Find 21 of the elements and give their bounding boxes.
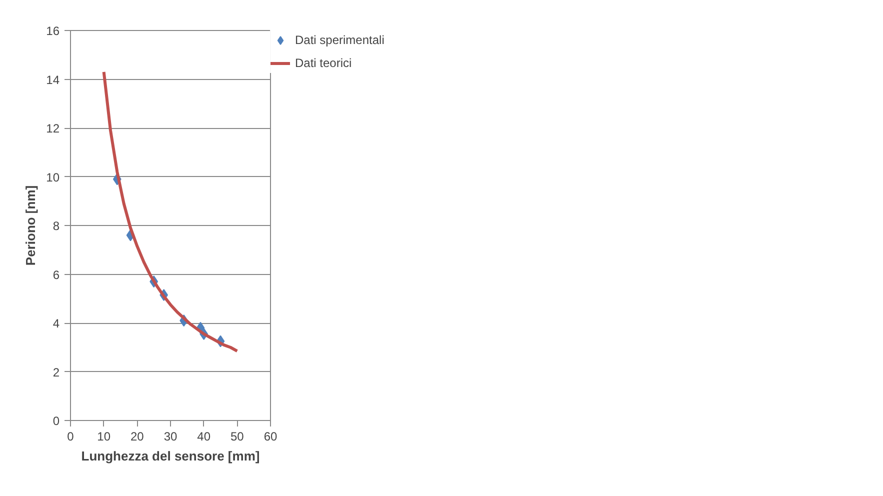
x-tick-label: 0 <box>67 430 74 444</box>
y-tick-label: 12 <box>46 122 60 136</box>
x-tick-label: 10 <box>97 430 111 444</box>
y-tick-label: 10 <box>46 170 60 184</box>
y-axis-title: Periono [nm] <box>23 185 38 266</box>
y-tick-label: 14 <box>46 72 60 87</box>
y-tick-label: 6 <box>52 268 60 282</box>
legend-label: Dati teorici <box>295 56 353 70</box>
x-axis-title: Lunghezza del sensore [mm] <box>81 448 260 464</box>
x-tick-label: 30 <box>164 430 178 444</box>
x-tick-label: 50 <box>230 430 244 444</box>
x-tick-label: 60 <box>264 430 278 444</box>
line-series <box>102 70 239 353</box>
legend-label: Dati sperimentali <box>295 33 386 47</box>
y-tick-label: 4 <box>52 316 60 330</box>
y-tick-label: 2 <box>52 365 60 380</box>
x-tick-label: 20 <box>130 430 144 444</box>
x-tick-label: 40 <box>197 430 211 444</box>
y-tick-label: 8 <box>52 219 60 233</box>
y-tick-label: 16 <box>46 24 60 38</box>
y-tick-label: 0 <box>52 414 60 428</box>
